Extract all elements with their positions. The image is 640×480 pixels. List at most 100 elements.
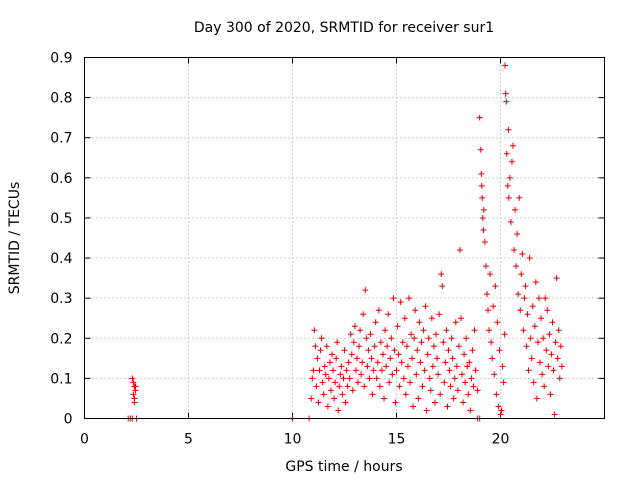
data-point: [532, 279, 539, 286]
data-point: [534, 339, 541, 346]
data-point: [370, 367, 377, 374]
data-point: [320, 391, 327, 398]
data-point: [498, 407, 505, 414]
data-point: [416, 319, 423, 326]
data-point: [311, 327, 318, 334]
data-point: [508, 158, 515, 165]
data-point: [397, 299, 404, 306]
data-point: [344, 383, 351, 390]
data-point: [356, 343, 363, 350]
data-point: [523, 343, 530, 350]
data-point: [386, 379, 393, 386]
data-point: [340, 375, 347, 382]
data-point: [546, 331, 553, 338]
data-point: [419, 383, 426, 390]
data-point: [547, 391, 554, 398]
data-point: [495, 403, 502, 410]
data-point: [464, 363, 471, 370]
y-tick-label: 0.3: [50, 291, 72, 307]
data-point: [400, 375, 407, 382]
data-point: [323, 343, 330, 350]
data-point: [504, 182, 511, 189]
data-point: [537, 359, 544, 366]
data-point: [459, 371, 466, 378]
data-point: [368, 355, 375, 362]
data-point: [425, 335, 432, 342]
data-point: [315, 399, 322, 406]
data-point: [331, 395, 338, 402]
y-tick-label: 0.5: [50, 211, 72, 227]
data-point: [479, 194, 486, 201]
data-point: [452, 319, 459, 326]
data-point: [348, 351, 355, 358]
y-tick-label: 0: [64, 412, 73, 428]
data-point: [379, 351, 386, 358]
data-point: [345, 359, 352, 366]
data-point: [552, 339, 559, 346]
data-point: [460, 399, 467, 406]
y-tick-label: 0.7: [50, 131, 72, 147]
data-point: [433, 331, 440, 338]
data-point: [410, 403, 417, 410]
data-point: [415, 395, 422, 402]
x-axis-title: GPS time / hours: [285, 459, 402, 475]
data-point: [412, 307, 419, 314]
y-tick-label: 0.1: [50, 371, 72, 387]
data-point: [491, 371, 498, 378]
data-point: [445, 347, 452, 354]
data-point: [482, 263, 489, 270]
data-point: [316, 367, 323, 374]
data-point: [506, 174, 513, 181]
data-point: [401, 315, 408, 322]
points-layer: [125, 62, 565, 422]
y-tick-label: 0.6: [50, 171, 72, 187]
data-point: [390, 295, 397, 302]
data-point: [509, 142, 516, 149]
data-point: [439, 283, 446, 290]
data-point: [343, 367, 350, 374]
data-point: [365, 347, 372, 354]
data-point: [461, 351, 468, 358]
data-point: [467, 407, 474, 414]
data-point: [522, 283, 529, 290]
data-point: [511, 247, 518, 254]
data-point: [413, 371, 420, 378]
data-point: [535, 295, 542, 302]
chart-title: Day 300 of 2020, SRMTID for receiver sur…: [194, 20, 494, 36]
data-point: [505, 126, 512, 133]
data-point: [355, 379, 362, 386]
data-point: [553, 275, 560, 282]
data-point: [374, 359, 381, 366]
data-point: [418, 339, 425, 346]
data-point: [421, 367, 428, 374]
data-point: [496, 347, 503, 354]
data-point: [447, 383, 454, 390]
data-point: [383, 363, 390, 370]
data-point: [424, 351, 431, 358]
data-point: [131, 399, 138, 406]
data-point: [377, 339, 384, 346]
data-point: [381, 395, 388, 402]
data-point: [531, 323, 538, 330]
data-point: [441, 379, 448, 386]
data-point: [557, 343, 564, 350]
data-point: [449, 355, 456, 362]
data-point: [372, 319, 379, 326]
data-point: [470, 383, 477, 390]
data-point: [524, 311, 531, 318]
data-point: [339, 391, 346, 398]
data-point: [338, 363, 345, 370]
data-point: [486, 327, 493, 334]
data-point: [422, 303, 429, 310]
data-point: [414, 347, 421, 354]
data-point: [545, 363, 552, 370]
data-point: [318, 335, 325, 342]
data-point: [480, 206, 487, 213]
y-tick-label: 0.8: [50, 91, 72, 107]
x-tick-label: 15: [388, 432, 406, 448]
data-point: [417, 359, 424, 366]
data-point: [519, 251, 526, 258]
y-tick-label: 0.4: [50, 251, 72, 267]
data-point: [480, 226, 487, 233]
